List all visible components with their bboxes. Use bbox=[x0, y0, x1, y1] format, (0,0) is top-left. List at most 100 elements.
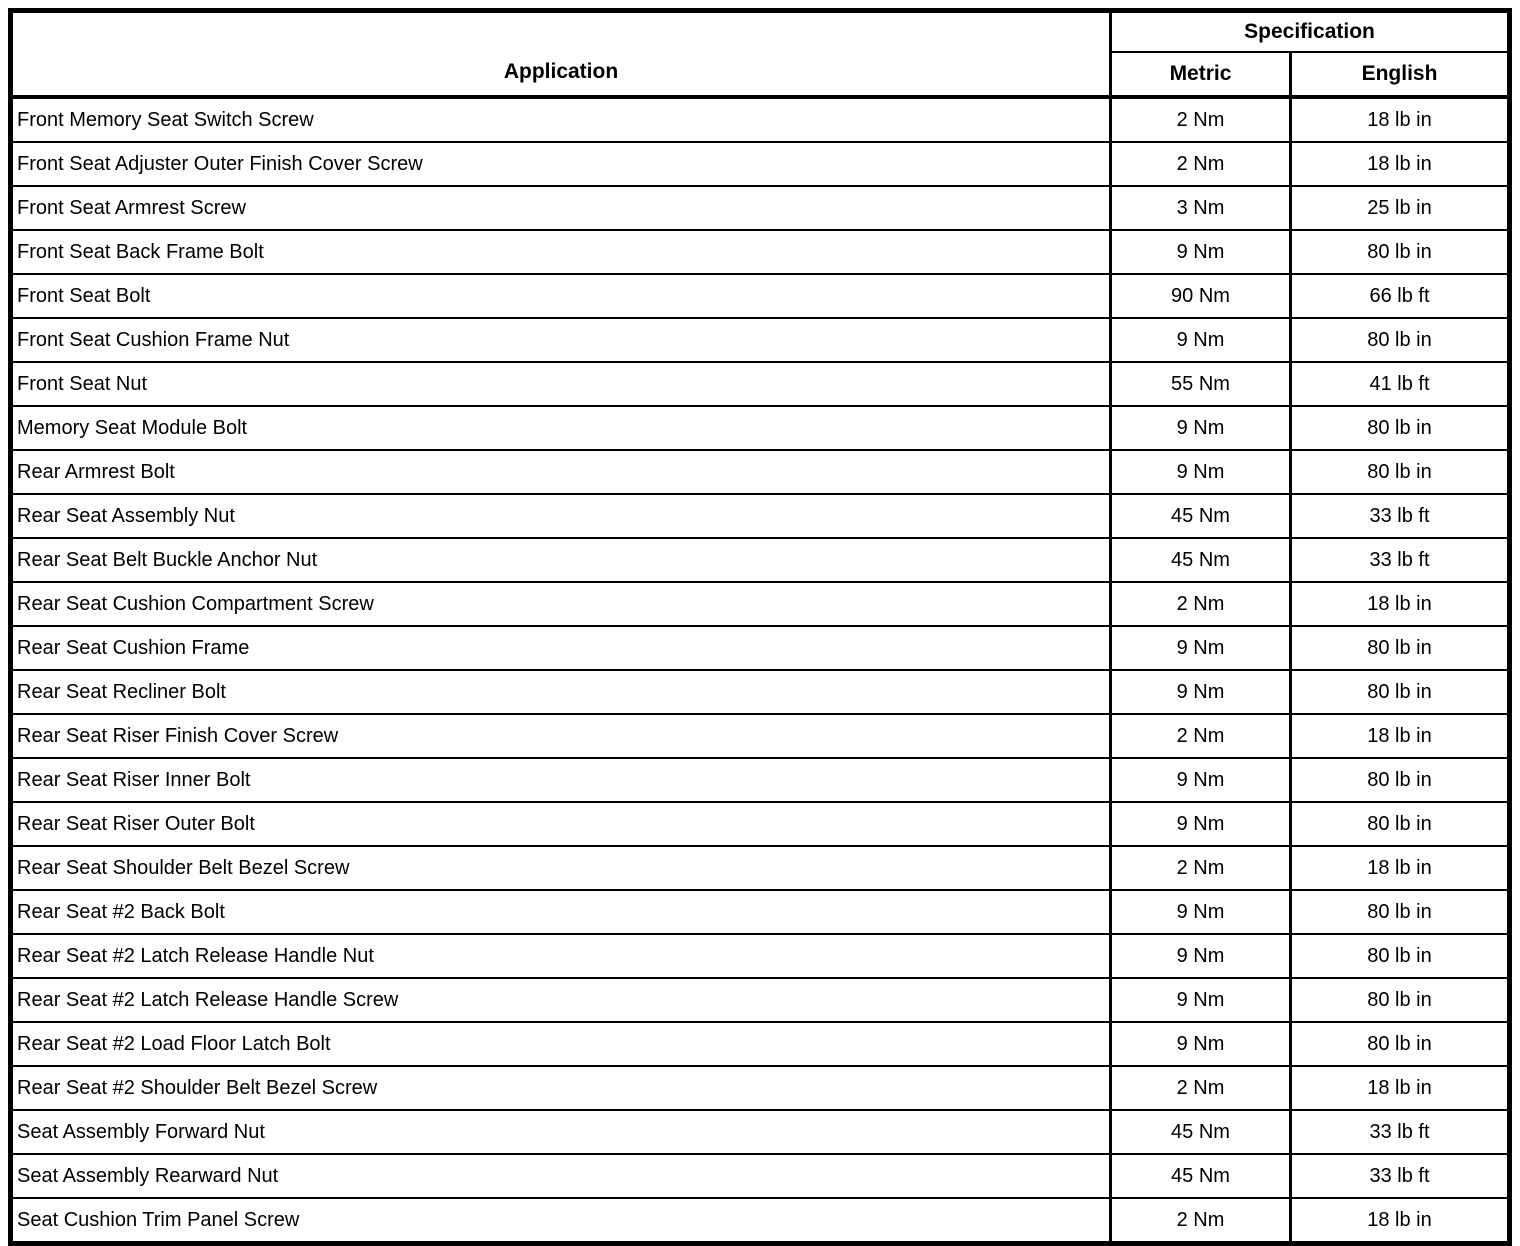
application-cell: Seat Assembly Forward Nut bbox=[9, 1109, 1112, 1155]
application-cell: Rear Seat #2 Back Bolt bbox=[9, 889, 1112, 935]
application-cell: Rear Armrest Bolt bbox=[9, 449, 1112, 495]
metric-cell: 2 Nm bbox=[1109, 1065, 1292, 1111]
table-row: Rear Seat Riser Outer Bolt 9 Nm 80 lb in bbox=[9, 801, 1511, 847]
english-cell: 18 lb in bbox=[1289, 96, 1511, 143]
application-cell: Rear Seat Cushion Compartment Screw bbox=[9, 581, 1112, 627]
metric-cell: 9 Nm bbox=[1109, 801, 1292, 847]
application-cell: Seat Assembly Rearward Nut bbox=[9, 1153, 1112, 1199]
table-body: Front Memory Seat Switch Screw 2 Nm 18 lb … bbox=[9, 96, 1511, 1245]
metric-cell: 2 Nm bbox=[1109, 141, 1292, 187]
english-cell: 80 lb in bbox=[1289, 933, 1511, 979]
table-row: Front Seat Adjuster Outer Finish Cover S… bbox=[9, 141, 1511, 187]
application-cell: Front Seat Armrest Screw bbox=[9, 185, 1112, 231]
english-cell: 33 lb ft bbox=[1289, 537, 1511, 583]
english-cell: 18 lb in bbox=[1289, 713, 1511, 759]
table-row: Rear Seat Riser Finish Cover Screw 2 Nm 18… bbox=[9, 713, 1511, 759]
application-cell: Rear Seat Cushion Frame bbox=[9, 625, 1112, 671]
table-row: Rear Seat #2 Latch Release Handle Nut 9 N… bbox=[9, 933, 1511, 979]
metric-cell: 45 Nm bbox=[1109, 1109, 1292, 1155]
table-row: Front Seat Cushion Frame Nut 9 Nm 80 lb in bbox=[9, 317, 1511, 363]
table-row: Rear Armrest Bolt 9 Nm 80 lb in bbox=[9, 449, 1511, 495]
metric-cell: 2 Nm bbox=[1109, 845, 1292, 891]
english-cell: 80 lb in bbox=[1289, 317, 1511, 363]
application-cell: Rear Seat #2 Shoulder Belt Bezel Screw bbox=[9, 1065, 1112, 1111]
english-cell: 80 lb in bbox=[1289, 801, 1511, 847]
application-cell: Rear Seat Recliner Bolt bbox=[9, 669, 1112, 715]
table-row: Seat Assembly Forward Nut 45 Nm 33 lb ft bbox=[9, 1109, 1511, 1155]
metric-cell: 2 Nm bbox=[1109, 713, 1292, 759]
english-cell: 80 lb in bbox=[1289, 757, 1511, 803]
metric-cell: 9 Nm bbox=[1109, 1021, 1292, 1067]
english-cell: 80 lb in bbox=[1289, 625, 1511, 671]
english-cell: 66 lb ft bbox=[1289, 273, 1511, 319]
header-row-sub: Metric English bbox=[11, 51, 1511, 99]
metric-cell: 45 Nm bbox=[1109, 493, 1292, 539]
english-cell: 80 lb in bbox=[1289, 229, 1511, 275]
application-cell: Front Memory Seat Switch Screw bbox=[9, 96, 1112, 143]
application-cell: Rear Seat #2 Latch Release Handle Screw bbox=[9, 977, 1112, 1023]
table-row: Rear Seat Shoulder Belt Bezel Screw 2 Nm 1… bbox=[9, 845, 1511, 891]
metric-cell: 2 Nm bbox=[1109, 96, 1292, 143]
metric-cell: 9 Nm bbox=[1109, 229, 1292, 275]
english-cell: 80 lb in bbox=[1289, 669, 1511, 715]
metric-cell: 9 Nm bbox=[1109, 405, 1292, 451]
application-cell: Memory Seat Module Bolt bbox=[9, 405, 1112, 451]
table-row: Front Memory Seat Switch Screw 2 Nm 18 lb … bbox=[9, 96, 1511, 143]
metric-cell: 9 Nm bbox=[1109, 669, 1292, 715]
table-row: Rear Seat Belt Buckle Anchor Nut 45 Nm 33 … bbox=[9, 537, 1511, 583]
table-row: Rear Seat #2 Back Bolt 9 Nm 80 lb in bbox=[9, 889, 1511, 935]
english-cell: 18 lb in bbox=[1289, 581, 1511, 627]
application-cell: Front Seat Cushion Frame Nut bbox=[9, 317, 1112, 363]
application-cell: Rear Seat Riser Inner Bolt bbox=[9, 757, 1112, 803]
metric-cell: 9 Nm bbox=[1109, 933, 1292, 979]
english-cell: 18 lb in bbox=[1289, 141, 1511, 187]
metric-cell: 9 Nm bbox=[1109, 449, 1292, 495]
table-row: Front Seat Armrest Screw 3 Nm 25 lb in bbox=[9, 185, 1511, 231]
metric-cell: 45 Nm bbox=[1109, 1153, 1292, 1199]
table-row: Rear Seat #2 Shoulder Belt Bezel Screw 2 … bbox=[9, 1065, 1511, 1111]
table-row: Rear Seat Assembly Nut 45 Nm 33 lb ft bbox=[9, 493, 1511, 539]
metric-cell: 3 Nm bbox=[1109, 185, 1292, 231]
torque-specification-table: Application Specification Metric English… bbox=[8, 8, 1513, 1246]
metric-cell: 9 Nm bbox=[1109, 625, 1292, 671]
application-cell: Rear Seat #2 Load Floor Latch Bolt bbox=[9, 1021, 1112, 1067]
english-cell: 80 lb in bbox=[1289, 889, 1511, 935]
application-cell: Rear Seat Belt Buckle Anchor Nut bbox=[9, 537, 1112, 583]
metric-cell: 9 Nm bbox=[1109, 757, 1292, 803]
application-cell: Rear Seat Riser Outer Bolt bbox=[9, 801, 1112, 847]
table-header: Application Specification Metric English bbox=[9, 9, 1511, 99]
metric-cell: 9 Nm bbox=[1109, 889, 1292, 935]
table-row: Seat Cushion Trim Panel Screw 2 Nm 18 lb i… bbox=[9, 1197, 1511, 1245]
english-cell: 18 lb in bbox=[1289, 1065, 1511, 1111]
english-cell: 33 lb ft bbox=[1289, 1153, 1511, 1199]
english-cell: 33 lb ft bbox=[1289, 493, 1511, 539]
metric-cell: 90 Nm bbox=[1109, 273, 1292, 319]
table-row: Rear Seat Cushion Frame 9 Nm 80 lb in bbox=[9, 625, 1511, 671]
table-row: Front Seat Nut 55 Nm 41 lb ft bbox=[9, 361, 1511, 407]
metric-cell: 2 Nm bbox=[1109, 581, 1292, 627]
application-cell: Front Seat Bolt bbox=[9, 273, 1112, 319]
table-row: Rear Seat Riser Inner Bolt 9 Nm 80 lb in bbox=[9, 757, 1511, 803]
table-row: Rear Seat Cushion Compartment Screw 2 Nm 1… bbox=[9, 581, 1511, 627]
english-cell: 18 lb in bbox=[1289, 845, 1511, 891]
application-cell: Rear Seat Shoulder Belt Bezel Screw bbox=[9, 845, 1112, 891]
header-row-top: Application Specification bbox=[9, 9, 1511, 99]
table-row: Seat Assembly Rearward Nut 45 Nm 33 lb ft bbox=[9, 1153, 1511, 1199]
table-row: Rear Seat #2 Latch Release Handle Screw 9… bbox=[9, 977, 1511, 1023]
table-row: Rear Seat #2 Load Floor Latch Bolt 9 Nm 80… bbox=[9, 1021, 1511, 1067]
table-row: Memory Seat Module Bolt 9 Nm 80 lb in bbox=[9, 405, 1511, 451]
metric-cell: 45 Nm bbox=[1109, 537, 1292, 583]
column-header-metric: Metric bbox=[1109, 51, 1292, 99]
metric-cell: 9 Nm bbox=[1109, 977, 1292, 1023]
table-row: Front Seat Back Frame Bolt 9 Nm 80 lb in bbox=[9, 229, 1511, 275]
application-cell: Front Seat Nut bbox=[9, 361, 1112, 407]
page: { "table": { "columns": { "application":… bbox=[8, 8, 1513, 1246]
column-header-specification: Specification bbox=[1109, 9, 1511, 53]
english-cell: 80 lb in bbox=[1289, 977, 1511, 1023]
english-cell: 25 lb in bbox=[1289, 185, 1511, 231]
english-cell: 33 lb ft bbox=[1289, 1109, 1511, 1155]
table-row: Rear Seat Recliner Bolt 9 Nm 80 lb in bbox=[9, 669, 1511, 715]
application-cell: Rear Seat Riser Finish Cover Screw bbox=[9, 713, 1112, 759]
metric-cell: 2 Nm bbox=[1109, 1197, 1292, 1245]
english-cell: 41 lb ft bbox=[1289, 361, 1511, 407]
